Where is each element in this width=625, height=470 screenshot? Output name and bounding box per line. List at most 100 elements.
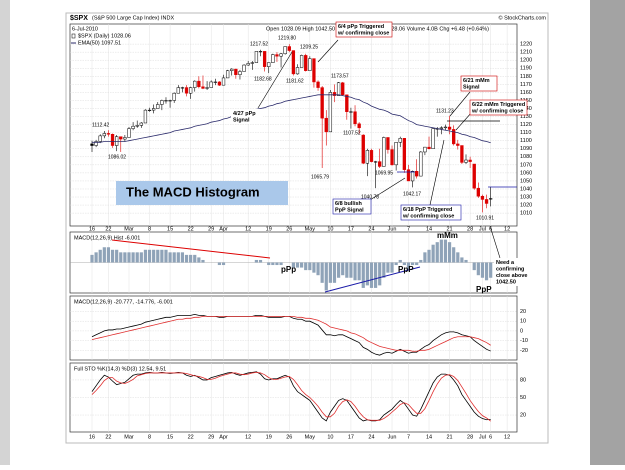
- y-tick-label: 1110: [520, 130, 531, 136]
- candle-body: [402, 138, 407, 170]
- price-label: 1217.52: [250, 41, 268, 47]
- y-tick-label: 1170: [520, 82, 532, 88]
- candle-body: [180, 87, 185, 89]
- x-tick-label: 7: [407, 226, 410, 232]
- candle-body: [275, 54, 279, 57]
- y-tick-label: 1090: [520, 146, 532, 152]
- bar: [300, 262, 304, 268]
- candle-body: [250, 62, 254, 64]
- bar: [193, 254, 197, 263]
- bar: [423, 252, 427, 263]
- candle-body: [328, 92, 333, 133]
- callout-text: 6/21 mMm: [463, 78, 490, 84]
- candle-body: [123, 137, 127, 140]
- x-tick-label: 17: [348, 434, 354, 440]
- y-tick-label: 1060: [520, 170, 532, 176]
- callout-text: confirming: [496, 266, 524, 272]
- y-tick-label: 1200: [520, 58, 532, 64]
- callout-text: PpP Signal: [335, 207, 364, 213]
- bar: [115, 249, 119, 263]
- price-label: 1040.78: [361, 194, 379, 200]
- x-tick-label: 6: [489, 226, 492, 232]
- bar: [254, 259, 258, 263]
- x-tick-label: 19: [266, 434, 272, 440]
- candle-body: [115, 136, 119, 146]
- callout-text: 6/8 bullish: [335, 201, 363, 207]
- candle-body: [299, 55, 304, 68]
- arrow: [489, 225, 501, 259]
- candle-body: [369, 150, 374, 162]
- x-tick-label: 16: [89, 226, 95, 232]
- y-tick-label: 80: [520, 377, 526, 383]
- candle-body: [464, 159, 468, 163]
- bar: [197, 257, 201, 263]
- panel-legend: MACD(12,26,9) -20.777, -14.776, -6.001: [74, 299, 173, 305]
- candle-body: [439, 127, 444, 129]
- candle-body: [139, 122, 143, 126]
- candle-body: [258, 51, 263, 53]
- x-tick-label: Jul: [479, 226, 486, 232]
- line-series: [92, 94, 491, 144]
- callout-text: Signal: [233, 117, 250, 123]
- callout-text: Signal: [463, 84, 480, 90]
- x-tick-label: 26: [286, 434, 292, 440]
- bar: [489, 262, 493, 278]
- callout-box: [460, 75, 498, 92]
- marks: [90, 44, 493, 422]
- candle-body: [480, 195, 485, 200]
- price-label: 1086.02: [108, 154, 126, 160]
- bar: [357, 262, 361, 281]
- bar: [201, 259, 205, 263]
- x-tick-label: May: [305, 434, 316, 440]
- bar: [382, 262, 386, 278]
- candle-body: [316, 81, 320, 88]
- x-tick-label: 29: [208, 226, 214, 232]
- candle-body: [98, 135, 102, 142]
- x-tick-label: Jul: [479, 434, 486, 440]
- bar: [431, 244, 435, 263]
- candle-body: [398, 138, 402, 143]
- x-tick-label: 21: [447, 434, 453, 440]
- legend: $SPX (Daily) 1028.06: [78, 33, 131, 39]
- candle-body: [119, 136, 123, 140]
- y-tick-label: 1160: [520, 90, 532, 96]
- candle-body: [176, 87, 180, 94]
- x-tick-label: 12: [504, 434, 510, 440]
- candle-body: [246, 63, 250, 66]
- candle-body: [287, 46, 291, 51]
- y-tick-label: 1050: [520, 178, 532, 184]
- y-tick-label: 50: [520, 395, 526, 401]
- x-tick-label: 22: [188, 226, 194, 232]
- x-tick-label: 24: [368, 434, 374, 440]
- candle-body: [345, 94, 349, 112]
- callout-box: [231, 109, 263, 124]
- price-label: 1069.95: [375, 170, 393, 176]
- bar: [341, 262, 345, 276]
- candle-body: [419, 151, 423, 177]
- y-tick-label: 1210: [520, 50, 532, 56]
- bar: [217, 262, 222, 266]
- x-tick-label: 26: [286, 226, 292, 232]
- callout-text: close above: [496, 273, 528, 279]
- bar: [184, 254, 189, 263]
- x-tick-label: 12: [504, 226, 510, 232]
- y-tick-label: 0: [520, 328, 523, 334]
- x-tick-label: 7: [407, 434, 410, 440]
- panel-legend: Full STO %K(14,3) %D(3) 12.54, 9.51: [74, 366, 166, 372]
- callout-box: [400, 204, 462, 221]
- bar: [152, 249, 156, 263]
- candle-body: [312, 58, 316, 83]
- left-margin: [0, 0, 10, 465]
- candle-body: [308, 58, 312, 71]
- x-tick-label: 12: [245, 434, 251, 440]
- bar: [279, 262, 283, 266]
- bar: [484, 262, 489, 281]
- arrow: [429, 139, 445, 206]
- bar: [160, 249, 164, 263]
- bar: [337, 262, 341, 278]
- y-tick-label: 20: [520, 412, 526, 418]
- candle-body: [336, 82, 341, 96]
- x-tick-label: 24: [368, 226, 374, 232]
- candle-body: [291, 50, 296, 75]
- x-tick-label: May: [305, 226, 316, 232]
